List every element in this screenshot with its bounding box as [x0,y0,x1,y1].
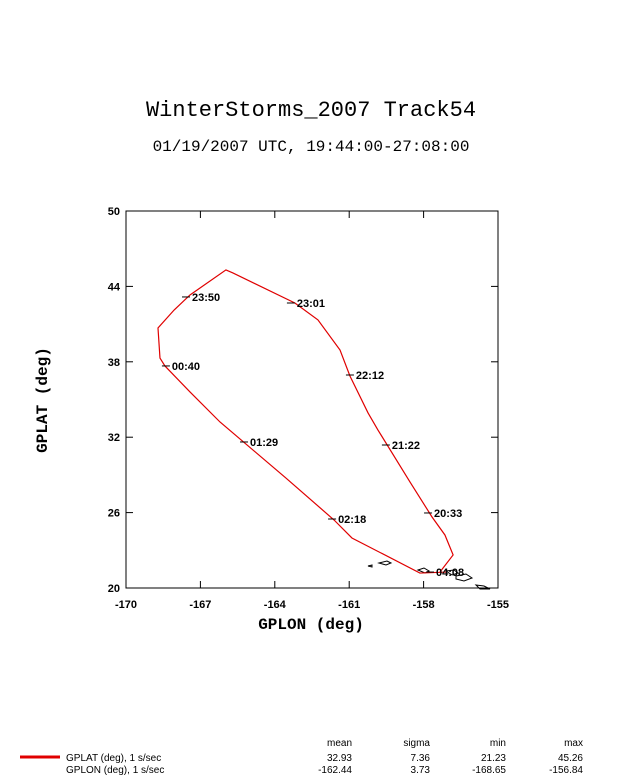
stats-value: 21.23 [481,753,506,764]
time-label: 23:50 [192,292,220,304]
island [377,560,393,566]
time-label: 22:12 [356,370,384,382]
chart-subtitle: 01/19/2007 UTC, 19:44:00-27:08:00 [153,138,470,156]
x-tick-label: -155 [487,599,509,611]
stats-value: 45.26 [558,753,583,764]
stats-value: -168.65 [472,765,506,776]
stats-row-label: GPLON (deg), 1 s/sec [66,765,164,776]
x-tick-label: -170 [115,599,137,611]
y-tick-label: 26 [108,508,120,520]
island [367,564,373,568]
y-tick-label: 38 [108,357,120,369]
stats-value: 3.73 [411,765,431,776]
stats-header: max [564,738,583,749]
island [416,567,431,574]
y-tick-label: 32 [108,432,120,444]
time-label: 21:22 [392,440,420,452]
stats-header: min [490,738,506,749]
stats-row-label: GPLAT (deg), 1 s/sec [66,753,161,764]
x-axis-label: GPLON (deg) [258,616,364,634]
time-label: 01:29 [250,437,278,449]
time-label: 00:40 [172,361,200,373]
stats-value: 32.93 [327,753,352,764]
x-tick-label: -161 [338,599,360,611]
time-label: 02:18 [338,514,366,526]
island [455,573,474,582]
island [444,569,460,576]
track-line [157,269,454,574]
y-tick-label: 50 [108,206,120,218]
stats-value: -162.44 [318,765,352,776]
stats-value: 7.36 [411,753,431,764]
x-tick-label: -164 [264,599,287,611]
plot-frame [125,210,499,589]
chart-title: WinterStorms_2007 Track54 [146,98,476,123]
time-label: 20:33 [434,508,462,520]
stats-value: -156.84 [549,765,583,776]
island [474,584,491,590]
stats-header: mean [327,738,352,749]
time-label: 04:08 [436,567,464,579]
x-tick-label: -167 [189,599,211,611]
y-axis-label: GPLAT (deg) [34,347,52,453]
x-tick-label: -158 [413,599,435,611]
time-label: 23:01 [297,298,325,310]
y-tick-label: 44 [108,281,121,293]
stats-header: sigma [403,738,430,749]
y-tick-label: 20 [108,583,120,595]
coastlines [367,560,491,590]
